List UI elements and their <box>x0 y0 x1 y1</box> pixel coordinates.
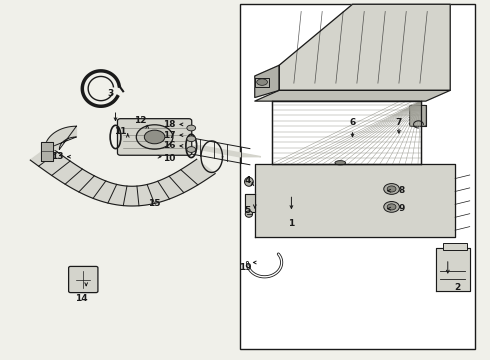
Text: 4: 4 <box>244 176 250 185</box>
Polygon shape <box>245 194 255 212</box>
Text: 11: 11 <box>114 127 126 136</box>
Text: 18: 18 <box>163 120 175 129</box>
Text: 12: 12 <box>134 116 146 125</box>
FancyBboxPatch shape <box>410 105 426 126</box>
Text: 5: 5 <box>245 206 250 215</box>
Text: 16: 16 <box>163 141 175 150</box>
Polygon shape <box>255 65 279 98</box>
Ellipse shape <box>335 161 345 165</box>
Ellipse shape <box>245 177 253 186</box>
Polygon shape <box>255 78 270 87</box>
Ellipse shape <box>187 136 196 141</box>
Polygon shape <box>436 248 470 291</box>
Ellipse shape <box>187 147 196 152</box>
Text: 2: 2 <box>454 283 461 292</box>
Text: 8: 8 <box>398 186 404 195</box>
Polygon shape <box>30 146 215 206</box>
Ellipse shape <box>187 125 196 131</box>
Polygon shape <box>41 141 53 161</box>
Polygon shape <box>255 90 450 101</box>
Bar <box>443 243 467 250</box>
Text: 17: 17 <box>163 131 175 140</box>
Ellipse shape <box>387 186 396 192</box>
FancyBboxPatch shape <box>118 119 192 155</box>
Ellipse shape <box>245 211 252 217</box>
Ellipse shape <box>387 204 396 210</box>
Text: 14: 14 <box>75 294 88 303</box>
Ellipse shape <box>145 130 165 144</box>
Ellipse shape <box>384 184 399 194</box>
Polygon shape <box>45 126 76 149</box>
FancyBboxPatch shape <box>69 266 98 293</box>
Text: 6: 6 <box>349 118 356 127</box>
Text: 1: 1 <box>288 219 294 228</box>
Polygon shape <box>180 146 261 157</box>
Ellipse shape <box>384 202 399 212</box>
Text: 13: 13 <box>50 152 63 161</box>
Text: 19: 19 <box>239 264 251 273</box>
Text: 3: 3 <box>107 89 114 98</box>
Text: 15: 15 <box>148 199 161 208</box>
Polygon shape <box>255 164 455 237</box>
Bar <box>240 4 475 348</box>
Text: 7: 7 <box>396 118 402 127</box>
Text: 10: 10 <box>163 154 175 163</box>
Text: 9: 9 <box>398 204 405 213</box>
Ellipse shape <box>136 125 173 149</box>
Ellipse shape <box>257 79 268 85</box>
Bar <box>272 101 421 164</box>
Polygon shape <box>279 4 450 90</box>
